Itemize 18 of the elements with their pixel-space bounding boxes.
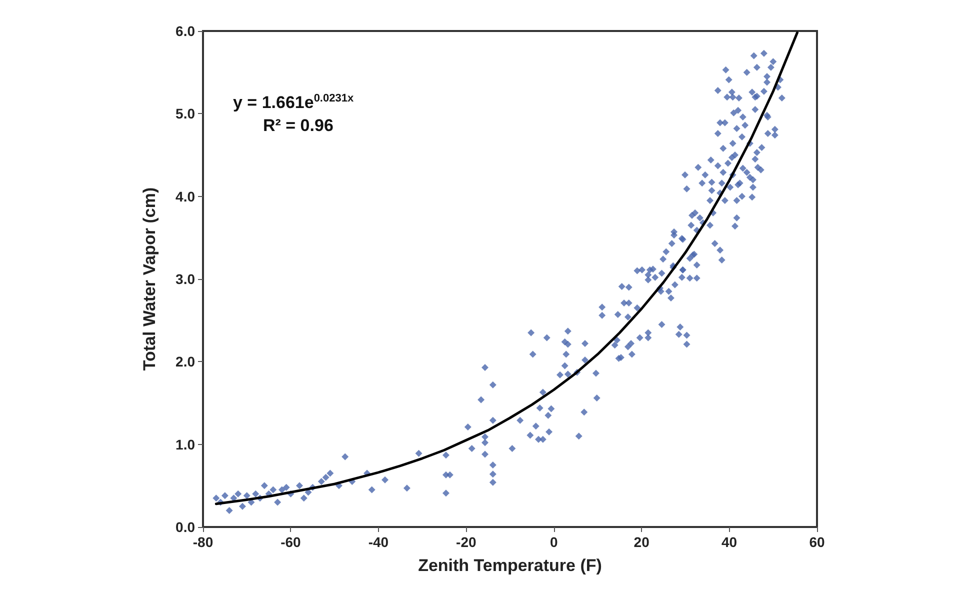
y-tick-label: 3.0 — [176, 271, 196, 287]
y-axis-title: Total Water Vapor (cm) — [140, 187, 159, 371]
x-tick-label: -60 — [280, 534, 302, 550]
x-tick-label: 40 — [721, 534, 738, 550]
annotation: R² = 0.96 — [263, 116, 334, 135]
x-tick-label: -20 — [456, 534, 476, 550]
x-tick-label: 60 — [809, 534, 825, 550]
x-tick-label: -80 — [192, 534, 214, 550]
y-tick-label: 0.0 — [176, 519, 196, 535]
y-tick-label: 2.0 — [176, 354, 196, 370]
y-tick-label: 1.0 — [176, 436, 196, 452]
x-tick-label: -40 — [368, 534, 389, 550]
y-tick-label: 4.0 — [176, 188, 196, 204]
x-tick-label: 0 — [550, 534, 558, 550]
x-tick-label: 20 — [634, 534, 650, 550]
x-axis-title: Zenith Temperature (F) — [418, 556, 602, 575]
y-tick-label: 5.0 — [176, 106, 196, 122]
y-tick-label: 6.0 — [176, 23, 196, 39]
